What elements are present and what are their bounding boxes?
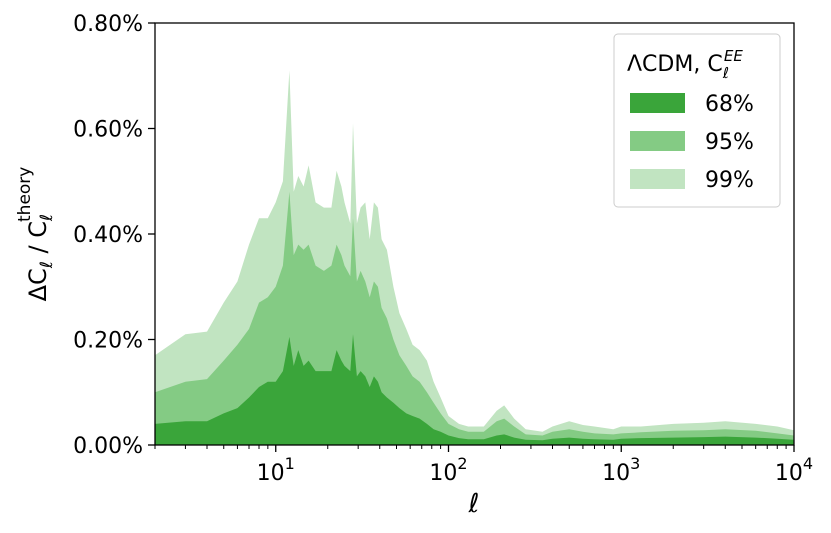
legend-label: 68%: [705, 92, 754, 117]
y-tick-label: 0.40%: [73, 223, 143, 248]
legend-swatch: [630, 131, 685, 151]
y-tick-label: 0.60%: [73, 118, 143, 143]
y-axis-label: ΔCℓ / Cℓtheory: [15, 167, 57, 302]
legend-label: 95%: [705, 130, 754, 155]
y-tick-label: 0.20%: [73, 329, 143, 354]
x-tick-label: 104: [775, 454, 813, 486]
legend-label: 99%: [705, 168, 754, 193]
svg-text:ΔCℓ / Cℓtheory: ΔCℓ / Cℓtheory: [15, 167, 57, 302]
y-tick-label: 0.80%: [73, 12, 143, 37]
legend-swatch: [630, 93, 685, 113]
legend-frame: [613, 33, 781, 208]
area-68pct: [155, 334, 794, 445]
plot-area: [155, 70, 794, 445]
y-tick-label: 0.00%: [73, 434, 143, 459]
x-axis: 101 102 103 104: [154, 445, 813, 486]
x-tick-label: 102: [429, 454, 467, 486]
x-axis-label: ℓ: [468, 489, 480, 519]
y-axis: 0.00% 0.20% 0.40% 0.60% 0.80%: [73, 12, 155, 459]
legend-swatch: [630, 169, 685, 189]
x-tick-label: 103: [602, 454, 640, 486]
legend: ΛCDM, CℓEE 68% 95% 99%: [613, 33, 781, 208]
legend-title: ΛCDM, CℓEE: [627, 47, 743, 82]
x-tick-label: 101: [257, 454, 295, 486]
